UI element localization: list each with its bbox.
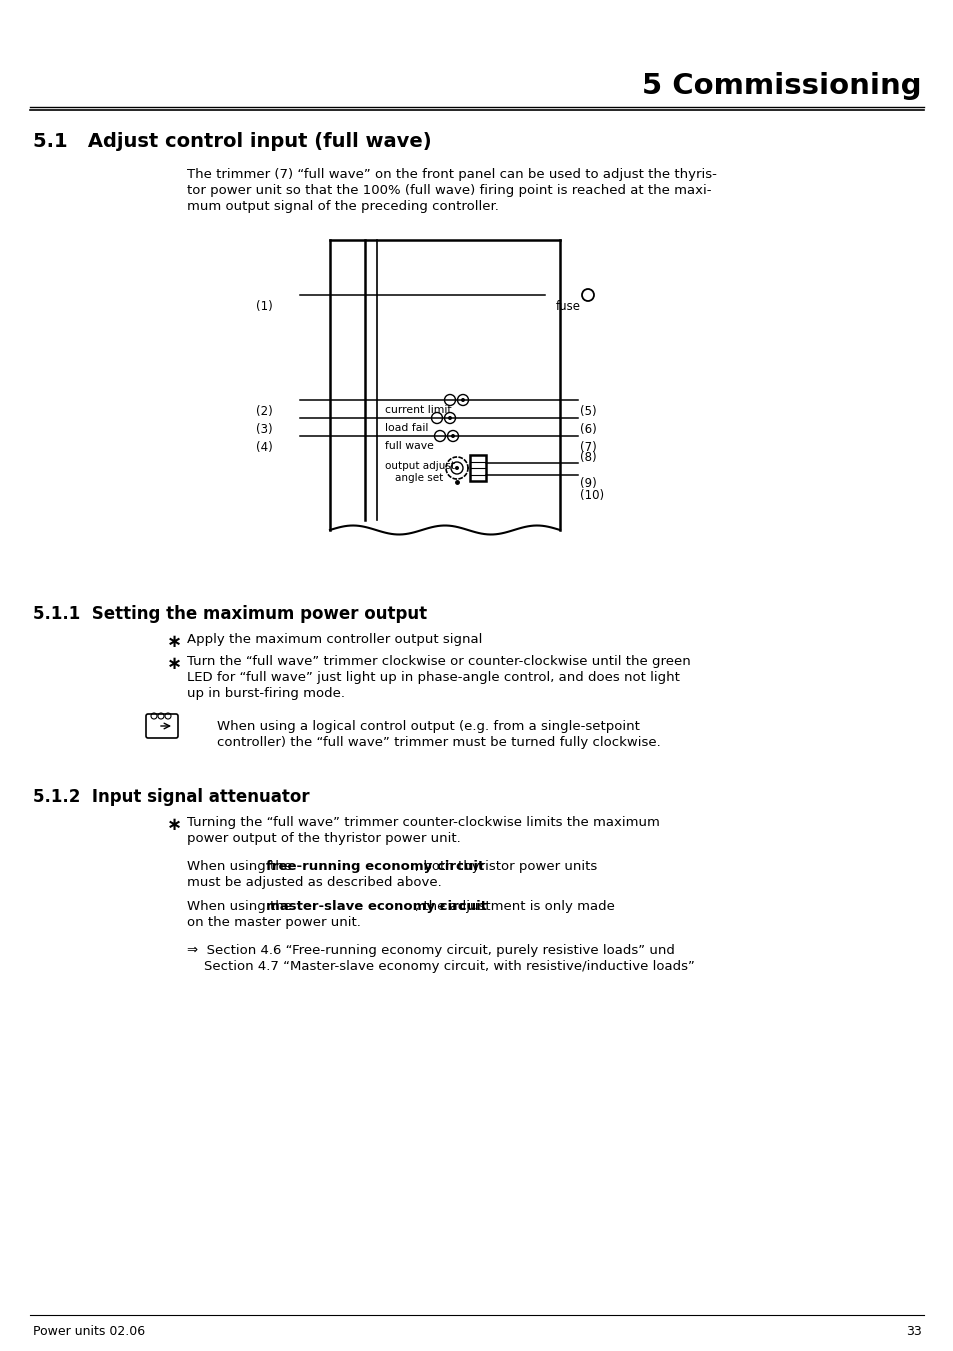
Text: (5): (5): [579, 405, 596, 417]
Text: 5.1.2  Input signal attenuator: 5.1.2 Input signal attenuator: [33, 788, 310, 807]
Text: 5.1   Adjust control input (full wave): 5.1 Adjust control input (full wave): [33, 132, 431, 151]
Text: current limit: current limit: [385, 405, 451, 415]
Text: controller) the “full wave” trimmer must be turned fully clockwise.: controller) the “full wave” trimmer must…: [216, 736, 660, 748]
Text: ⇒  Section 4.6 “Free-running economy circuit, purely resistive loads” und: ⇒ Section 4.6 “Free-running economy circ…: [187, 944, 674, 957]
Text: 5 Commissioning: 5 Commissioning: [641, 72, 921, 100]
Text: 33: 33: [905, 1325, 921, 1337]
Text: (9): (9): [579, 477, 597, 490]
Text: fuse: fuse: [556, 300, 580, 313]
Text: (10): (10): [579, 489, 603, 503]
Text: Section 4.7 “Master-slave economy circuit, with resistive/inductive loads”: Section 4.7 “Master-slave economy circui…: [187, 961, 694, 973]
Text: up in burst-firing mode.: up in burst-firing mode.: [187, 688, 345, 700]
Circle shape: [455, 466, 458, 470]
Text: Apply the maximum controller output signal: Apply the maximum controller output sign…: [187, 634, 482, 646]
Text: (7): (7): [579, 440, 597, 454]
Text: power output of the thyristor power unit.: power output of the thyristor power unit…: [187, 832, 460, 844]
Text: When using the: When using the: [187, 900, 296, 913]
Text: (2): (2): [255, 405, 273, 417]
Text: When using the: When using the: [187, 861, 300, 873]
Text: (4): (4): [255, 440, 273, 454]
Text: Power units 02.06: Power units 02.06: [33, 1325, 145, 1337]
Text: LED for “full wave” just light up in phase-angle control, and does not light: LED for “full wave” just light up in pha…: [187, 671, 679, 684]
Circle shape: [451, 434, 455, 438]
Text: on the master power unit.: on the master power unit.: [187, 916, 360, 929]
Text: mum output signal of the preceding controller.: mum output signal of the preceding contr…: [187, 200, 498, 213]
Text: ∗: ∗: [167, 816, 182, 834]
Text: load fail: load fail: [385, 423, 428, 434]
Text: master-slave economy circuit: master-slave economy circuit: [266, 900, 487, 913]
Circle shape: [460, 399, 464, 403]
Text: The trimmer (7) “full wave” on the front panel can be used to adjust the thyris-: The trimmer (7) “full wave” on the front…: [187, 168, 716, 181]
Text: 5.1.1  Setting the maximum power output: 5.1.1 Setting the maximum power output: [33, 605, 427, 623]
Text: free-running economy circuit: free-running economy circuit: [266, 861, 484, 873]
Text: full wave: full wave: [385, 440, 434, 451]
Text: output adjust: output adjust: [385, 461, 455, 471]
Bar: [470, 455, 485, 481]
Text: (3): (3): [255, 423, 273, 436]
Text: angle set: angle set: [395, 473, 443, 484]
Text: When using a logical control output (e.g. from a single-setpoint: When using a logical control output (e.g…: [216, 720, 639, 734]
Text: tor power unit so that the 100% (full wave) firing point is reached at the maxi-: tor power unit so that the 100% (full wa…: [187, 184, 711, 197]
Text: Turn the “full wave” trimmer clockwise or counter-clockwise until the green: Turn the “full wave” trimmer clockwise o…: [187, 655, 690, 667]
Text: (6): (6): [579, 423, 597, 436]
Text: ∗: ∗: [167, 634, 182, 651]
Text: (8): (8): [579, 451, 596, 463]
Text: ∗: ∗: [167, 655, 182, 673]
Circle shape: [448, 416, 452, 420]
Text: Turning the “full wave” trimmer counter-clockwise limits the maximum: Turning the “full wave” trimmer counter-…: [187, 816, 659, 830]
Text: , both thyristor power units: , both thyristor power units: [415, 861, 597, 873]
Text: , the adjustment is only made: , the adjustment is only made: [415, 900, 614, 913]
Text: must be adjusted as described above.: must be adjusted as described above.: [187, 875, 441, 889]
Text: (1): (1): [255, 300, 273, 313]
